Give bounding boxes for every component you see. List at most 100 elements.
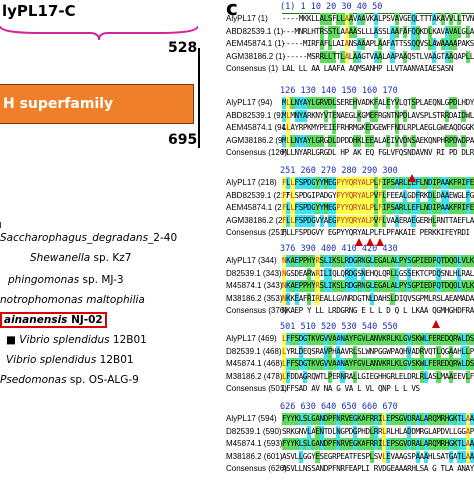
sequence-residues: LFFSAD AV NA G VA L VL QNP L L VS [282, 384, 420, 393]
marker-triangle [408, 174, 416, 182]
sequence-residues: ASVLLNSSANDPFNRFEAPLI RVDGEAAARHLSA G TL… [282, 464, 474, 473]
sequence-label: M38186.2 (478) [226, 371, 283, 381]
sequence-row: M45874.1 (343) NKAEPPHYRSLIKSLRDGRNGLEGAL… [226, 280, 474, 292]
species-6: ■ Vibrio splendidus 12B01 [6, 334, 147, 346]
position-ruler: 126 130 140 150 160 170 [280, 86, 398, 96]
consensus-row: Consensus (376) NKAEP Y LL LRDGRNG E L L … [226, 305, 474, 317]
sequence-residues: NKAEPPHYRSLIKSLRDGRNGLEGALALPYSGPIEDPQTD… [282, 280, 474, 292]
sequence-residues: NKAEPPHYRSLIKSLRDGRNGLEGALALPYSGPIEDPQTD… [282, 255, 474, 267]
alignment-block: 376 390 400 410 420 430 AlyPL17 (344) NKAE… [226, 244, 474, 322]
sequence-residues: FYYKLSLGANDPFNRVEGKAFRRILEPSGVDRALARQMRH… [282, 438, 474, 450]
species-8: Psedomonas sp. OS-ALG-9 [0, 374, 139, 386]
species-2: Shewanella sp. Kz7 [30, 252, 132, 264]
sequence-residues: NKKEAFRIREALLGVNRDGTNLDAHSLDIQVSGPMLRSLA… [282, 292, 474, 305]
sequence-label: AlyPL17 (344) [226, 256, 277, 265]
sequence-row: D82539.1 (468) LYRLDEQSRAVPHAAVRLSLWNPGGW… [226, 345, 474, 358]
sequence-label: M45874.1 (593) [226, 439, 283, 448]
sequence-row: AlyPL17 (1) ----MKKLLALSFLLAAVAAVKALPSVAV… [226, 13, 474, 25]
sequence-label: ABD82539.1 (92) [226, 110, 288, 120]
sequence-row: AlyPL17 (218) FLLFSPDGYYMEGPYYQRYALPLFIPS… [226, 177, 474, 189]
sequence-residues: FLLFSPDGVY EGPYYQRYALPLFLPFAKAIE PERKKIF… [282, 228, 474, 237]
left-panel: lyPL17-C 528 H superfamily 695 Saccharop… [0, 0, 224, 474]
sequence-residues: FLLFSPDGYYMEGPYYQRYALPLFIPSARLLEFLNDIPAA… [282, 177, 474, 189]
sequence-row: ABD82539.1 (92) MLMNYARKNYVTENAEGLKGMEFRG… [226, 109, 474, 122]
sequence-residues: ----MKKLLALSFLLAAVAAVKALPSVAVGEQLTTTAKAV… [282, 13, 474, 25]
position-ruler: 251 260 270 280 290 300 [280, 166, 398, 176]
alignment-block: 626 630 640 650 660 670 AlyPL17 (594) FYYK… [226, 402, 474, 480]
sequence-row: AlyPL17 (469) LFFSDGTKVGVVAANAYFGVLANVKRL… [226, 333, 474, 345]
sequence-residues: LFFSDGTKVGVVAANAYFGVLANVKRLKLGVSKWLFERED… [282, 358, 474, 370]
consensus-row: Consensus (626) ASVLLNSSANDPFNRFEAPLI RVD… [226, 463, 474, 475]
superfamily-label: H superfamily [3, 96, 114, 112]
sequence-residues: FLLFSPDGVYAEGPYYQRYALPVFLVAAERAEGERHLRNT… [282, 214, 474, 227]
green-rule [282, 13, 474, 14]
sequence-residues: FYYKLSLGANDPFNRVEGKAFRRILEPSGVDRALARQMRH… [282, 413, 474, 425]
alignment-block: 251 260 270 280 290 300 AlyPL17 (218) FLLF… [226, 166, 474, 244]
sequence-row: AGM38186.2 (90) MLLNYAYLGRGDLDPDDHKLEEALA… [226, 134, 474, 147]
sequence-row: M38186.2 (478) LFDDAGRQWTLPERNRALLGIEGHHG… [226, 370, 474, 383]
sequence-row: AEM45874.1 (1) -----MIRFAFLLAIANSAAAPLAAF… [226, 38, 474, 50]
consensus-row: Consensus (501) LFFSAD AV NA G VA L VL QN… [226, 383, 474, 395]
alignment-block: 501 510 520 530 540 550 AlyPL17 (469) LFFS… [226, 322, 474, 400]
sequence-label: M38186.2 (601) [226, 451, 283, 461]
sequence-residues: LFFSDGTKVGVVAANAYFGVLANVKRLKLGVSKWLFERED… [282, 333, 474, 345]
sequence-row: M38186.2 (601) ASVLLGGYESEGRPEATFESPLSVLE… [226, 450, 474, 463]
position-695: 695 [168, 132, 198, 148]
alignment-panel [224, 0, 474, 474]
species-1: Saccharophagus_degradans_2-40 [0, 232, 178, 244]
sequence-row: AlyPL17 (344) NKAEPPHYRSLIKSLRDGRNGLEGALA… [226, 255, 474, 267]
sequence-residues: MLMNYARKNYVTENAEGLKGMEFRGNTNPDLAVSPLSTRR… [282, 109, 474, 122]
sequence-label: D82539.1 (343) [226, 268, 282, 278]
sequence-residues: -----MIRFAFLLAIANSAAAPLAAFATTSSQQVSLAWAA… [282, 38, 474, 50]
position-ruler: 501 510 520 530 540 550 [280, 322, 398, 332]
consensus-row: Consensus (251) FLLFSPDGVY EGPYYQRYALPLFL… [226, 227, 474, 239]
sequence-label: AGM38186.2 (90) [226, 135, 290, 145]
sequence-row: ABD82539.1 (1) ---MNRLHTRSSTLAAAASLLLASSL… [226, 25, 474, 38]
sequence-row: M38186.2 (353) NKKEAFRIREALLGVNRDGTNLDAHS… [226, 292, 474, 305]
phylo-tree: Saccharophagus_degradans_2-40 Shewanella… [0, 222, 210, 474]
sequence-label: AGM38186.2 (1) [226, 51, 286, 61]
sequence-label: AlyPL17 (1) [226, 14, 268, 23]
position-528: 528 [168, 40, 198, 56]
marker-triangle [432, 320, 440, 328]
sequence-row: M45874.1 (593) FYYKLSLGANDPFNRVEGKAFRRILE… [226, 438, 474, 450]
domain-title: lyPL17-C [2, 2, 76, 20]
domain-end-line [198, 48, 200, 148]
marker-triangle [366, 238, 374, 246]
sequence-residues: LFDDAGRQWTLPERNRALLGIEGHHGRLELDRLRLASLMA… [282, 370, 474, 383]
consensus-row: Consensus (126) MLLNYARLGRGDL HP AK EQ FG… [226, 147, 474, 159]
alignment-block: 126 130 140 150 160 170 AlyPL17 (94) MLLNY… [226, 86, 474, 164]
sequence-residues: MLLNYARLGRGDL HP AK EQ FGLVFQSNDAVNV RI … [282, 148, 474, 157]
alignment-block: (1) 1 10 20 30 40 50 AlyPL17 (1) ----MKKLL… [226, 2, 474, 80]
sequence-label: D82539.1 (468) [226, 346, 282, 356]
marker-triangle [376, 238, 384, 246]
sequence-residues: FFLSPDGIPADGYPYYQRYALPVFLFEEALGDFRKDLDAA… [282, 189, 474, 202]
sequence-label: Consensus (376) [226, 306, 287, 315]
sequence-label: AlyPL17 (218) [226, 178, 277, 187]
species-7: Vibrio splendidus 12B01 [6, 354, 134, 366]
panel-letter: c [226, 0, 238, 20]
sequence-residues: ASVLLGGYESEGRPEATFESPLSVLEVAAGSPAAAHLSAT… [282, 450, 474, 463]
sequence-row: AEM45874.1 (94) LLAYRPKMYPEIEFRHRMGKEDGEW… [226, 122, 474, 134]
species-3: phingomonas sp. MJ-3 [8, 274, 124, 286]
sequence-label: Consensus (126) [226, 148, 287, 157]
sequence-label: AlyPL17 (469) [226, 334, 277, 343]
sequence-residues: LYRLDEQSRAVPHAAVRLSLWNPGGWPAQHVADRVQTLQG… [282, 345, 474, 358]
domain-brace [0, 25, 198, 41]
sequence-label: D82539.1 (590) [226, 426, 282, 436]
sequence-residues: FLLFSPDGYYMEGPYYQRYALPLFIPSARLLEFLNDIPAA… [282, 202, 474, 214]
sequence-residues: LAL LL AA LAAFA AQMSANHP LLVTAANVAIAESAS… [282, 64, 454, 73]
sequence-residues: LLAYRPKMYPEIEFRHRMGKEDGEWFFNDLRPLAEGLGWE… [282, 122, 474, 134]
sequence-label: Consensus (251) [226, 228, 287, 237]
sequence-row: M45874.1 (468) LFFSDGTKVGVVAANAYFGVLANVKR… [226, 358, 474, 370]
sequence-residues: MLLNYAYLGRVDLSEREHVADKFALEYVLQTSPLAEQNLG… [282, 97, 474, 109]
sequence-label: M38186.2 (353) [226, 293, 283, 303]
sequence-label: Consensus (626) [226, 464, 287, 473]
species-5-highlight: ainanensis NJ-02 [0, 312, 107, 328]
sequence-label: AlyPL17 (594) [226, 414, 277, 423]
position-ruler: (1) 1 10 20 30 40 50 [280, 2, 383, 12]
position-ruler: 376 390 400 410 420 430 [280, 244, 398, 254]
sequence-row: AGM38186.2 (218) FLLFSPDGVYAEGPYYQRYALPVF… [226, 214, 474, 227]
sequence-label: AEM45874.1 (94) [226, 123, 289, 132]
sequence-label: Consensus (1) [226, 64, 279, 73]
